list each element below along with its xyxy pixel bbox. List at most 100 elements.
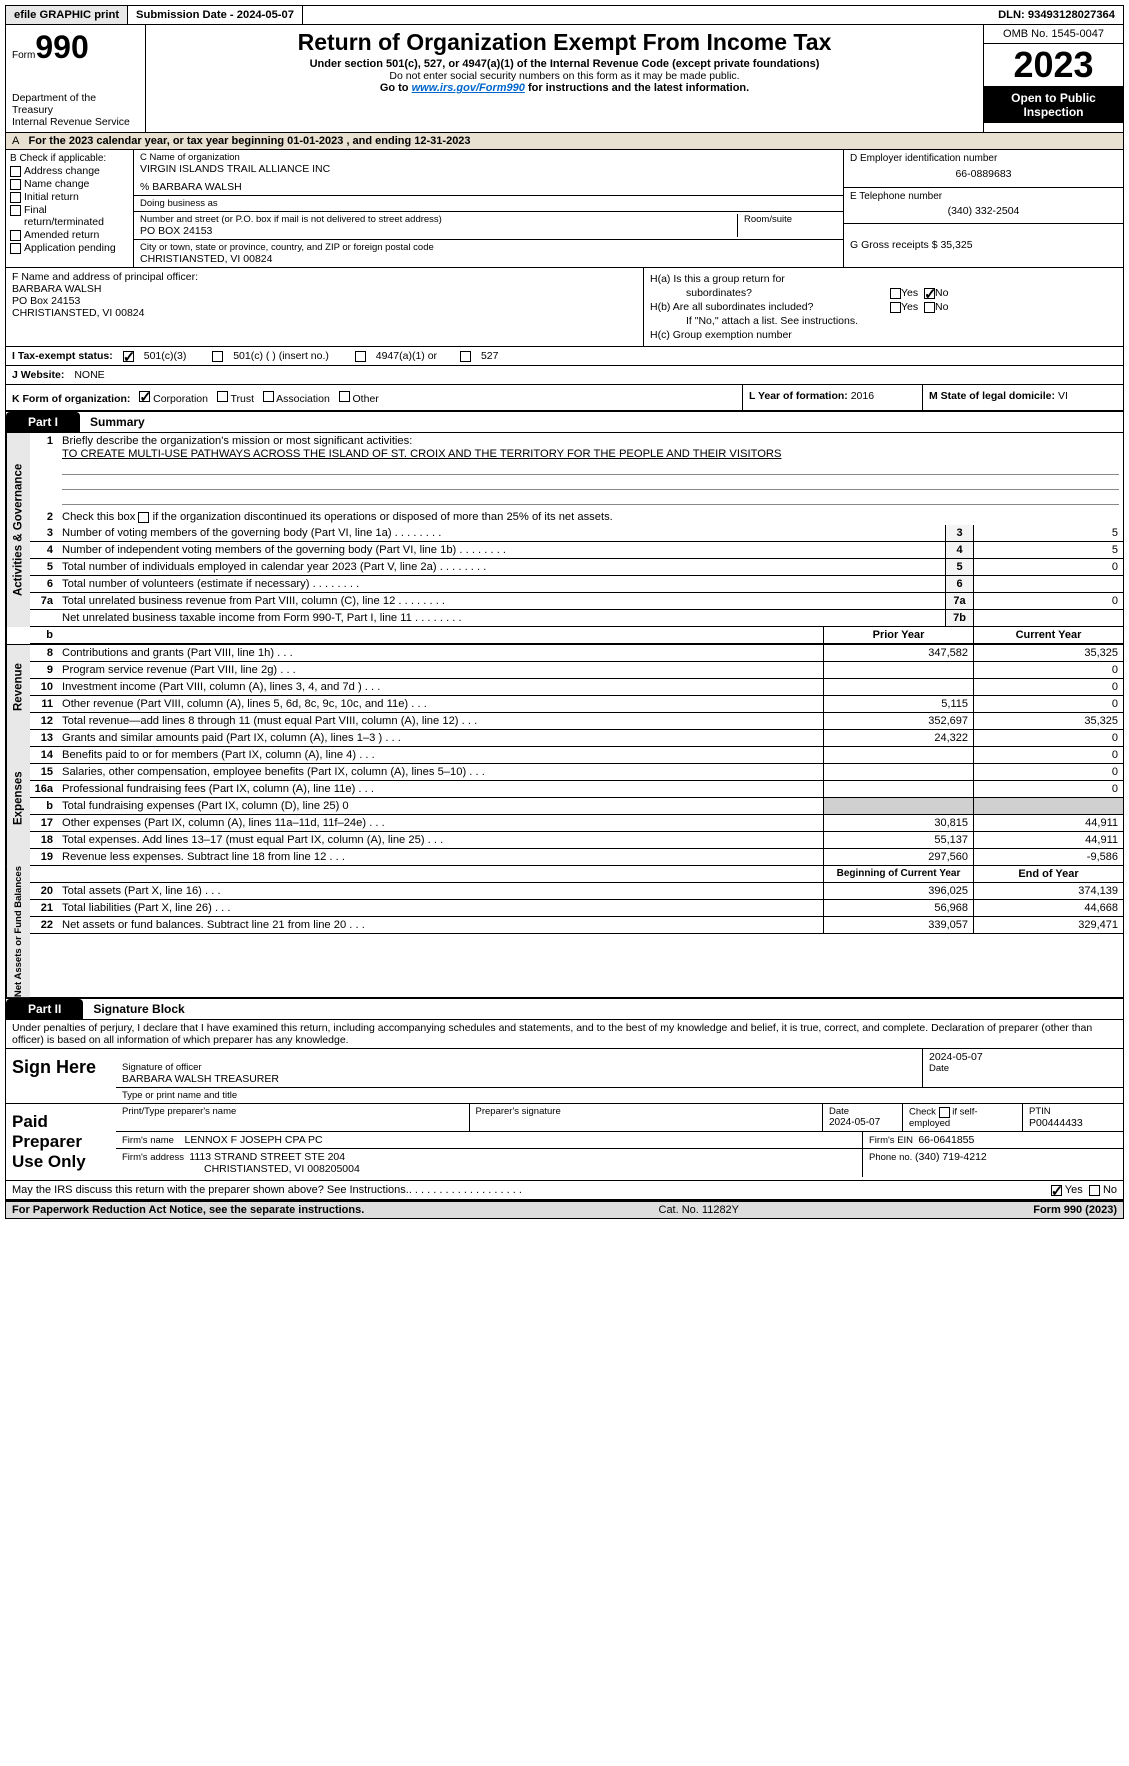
- chk-amended[interactable]: [10, 230, 21, 241]
- summary-row: 21Total liabilities (Part X, line 26)56,…: [30, 900, 1123, 917]
- part-ii-header: Part II Signature Block: [5, 999, 1124, 1020]
- col-beginning-year: Beginning of Current Year: [823, 866, 973, 882]
- chk-irs-yes[interactable]: [1051, 1185, 1062, 1196]
- chk-corp[interactable]: [139, 391, 150, 402]
- box-de: D Employer identification number 66-0889…: [843, 150, 1123, 267]
- chk-irs-no[interactable]: [1089, 1185, 1100, 1196]
- ssn-note: Do not enter social security numbers on …: [154, 70, 975, 82]
- tax-year: 2023: [984, 44, 1123, 87]
- net-assets-section: Net Assets or Fund Balances Beginning of…: [5, 866, 1124, 999]
- org-name: VIRGIN ISLANDS TRAIL ALLIANCE INC: [140, 163, 837, 175]
- ptin: P00444433: [1029, 1117, 1083, 1129]
- box-f: F Name and address of principal officer:…: [6, 268, 643, 346]
- tax-period-row: A For the 2023 calendar year, or tax yea…: [5, 133, 1124, 150]
- summary-row: 22Net assets or fund balances. Subtract …: [30, 917, 1123, 934]
- part-ii-tab: Part II: [6, 999, 83, 1019]
- revenue-section: Revenue 8Contributions and grants (Part …: [5, 645, 1124, 730]
- form-subtitle: Under section 501(c), 527, or 4947(a)(1)…: [154, 58, 975, 70]
- summary-row: 7aTotal unrelated business revenue from …: [30, 593, 1123, 610]
- chk-4947[interactable]: [355, 351, 366, 362]
- chk-ha-yes[interactable]: [890, 288, 901, 299]
- officer-signature: BARBARA WALSH TREASURER: [122, 1073, 916, 1085]
- box-h: H(a) Is this a group return for subordin…: [643, 268, 1123, 346]
- irs-discuss-row: May the IRS discuss this return with the…: [5, 1181, 1124, 1200]
- chk-final-return[interactable]: [10, 205, 21, 216]
- sign-here-label: Sign Here: [6, 1049, 116, 1103]
- chk-527[interactable]: [460, 351, 471, 362]
- chk-assoc[interactable]: [263, 391, 274, 402]
- chk-trust[interactable]: [217, 391, 228, 402]
- summary-row: 10Investment income (Part VIII, column (…: [30, 679, 1123, 696]
- py-cy-header-top: b Prior Year Current Year: [5, 627, 1124, 645]
- form-title: Return of Organization Exempt From Incom…: [154, 29, 975, 56]
- chk-hb-yes[interactable]: [890, 302, 901, 313]
- chk-discontinued[interactable]: [138, 512, 149, 523]
- side-revenue: Revenue: [6, 645, 30, 730]
- part-i-header: Part I Summary: [5, 412, 1124, 433]
- page-footer: For Paperwork Reduction Act Notice, see …: [5, 1200, 1124, 1219]
- mission-text: TO CREATE MULTI-USE PATHWAYS ACROSS THE …: [62, 448, 1119, 460]
- go-to-line: Go to www.irs.gov/Form990 for instructio…: [154, 82, 975, 94]
- firm-address: 1113 STRAND STREET STE 204: [189, 1151, 345, 1163]
- chk-501c[interactable]: [212, 351, 223, 362]
- omb-number: OMB No. 1545-0047: [984, 25, 1123, 44]
- form-word: Form: [12, 50, 35, 61]
- box-b: B Check if applicable: Address change Na…: [6, 150, 134, 267]
- efile-print-button[interactable]: efile GRAPHIC print: [6, 6, 128, 24]
- chk-name-change[interactable]: [10, 179, 21, 190]
- col-prior-year: Prior Year: [823, 627, 973, 643]
- summary-row: 3Number of voting members of the governi…: [30, 525, 1123, 542]
- side-governance: Activities & Governance: [6, 433, 30, 627]
- summary-row: 13Grants and similar amounts paid (Part …: [30, 730, 1123, 747]
- chk-ha-no[interactable]: [924, 288, 935, 299]
- top-toolbar: efile GRAPHIC print Submission Date - 20…: [5, 5, 1124, 25]
- chk-initial-return[interactable]: [10, 192, 21, 203]
- form-id-block: Form990 Department of the Treasury Inter…: [6, 25, 146, 132]
- row-j: J Website: NONE: [5, 366, 1124, 385]
- officer-name: BARBARA WALSH: [12, 283, 637, 295]
- entity-info: B Check if applicable: Address change Na…: [5, 150, 1124, 268]
- legal-domicile: VI: [1058, 390, 1068, 402]
- submission-date: Submission Date - 2024-05-07: [128, 6, 303, 24]
- chk-self-employed[interactable]: [939, 1107, 950, 1118]
- summary-row: 20Total assets (Part X, line 16)396,0253…: [30, 883, 1123, 900]
- summary-row: 6Total number of volunteers (estimate if…: [30, 576, 1123, 593]
- chk-other[interactable]: [339, 391, 350, 402]
- ein: 66-0889683: [850, 164, 1117, 184]
- summary-row: 14Benefits paid to or for members (Part …: [30, 747, 1123, 764]
- paid-preparer-block: Paid Preparer Use Only Print/Type prepar…: [5, 1104, 1124, 1181]
- omb-year-block: OMB No. 1545-0047 2023 Open to PublicIns…: [983, 25, 1123, 132]
- dept-treasury: Department of the Treasury: [12, 92, 139, 116]
- summary-row: 17Other expenses (Part IX, column (A), l…: [30, 815, 1123, 832]
- year-formation: 2016: [851, 390, 874, 402]
- chk-hb-no[interactable]: [924, 302, 935, 313]
- form-header: Form990 Department of the Treasury Inter…: [5, 25, 1124, 133]
- governance-section: Activities & Governance 1 Briefly descri…: [5, 433, 1124, 627]
- chk-address-change[interactable]: [10, 166, 21, 177]
- website: NONE: [74, 369, 104, 381]
- form-title-block: Return of Organization Exempt From Incom…: [146, 25, 983, 132]
- summary-row: 11Other revenue (Part VIII, column (A), …: [30, 696, 1123, 713]
- gross-receipts: 35,325: [940, 239, 972, 251]
- dln: DLN: 93493128027364: [990, 6, 1123, 24]
- form-label: Form 990 (2023): [1033, 1204, 1117, 1216]
- cat-no: Cat. No. 11282Y: [659, 1204, 740, 1216]
- care-of: % BARBARA WALSH: [140, 181, 837, 193]
- chk-501c3[interactable]: [123, 351, 134, 362]
- form990-link[interactable]: www.irs.gov/Form990: [412, 82, 525, 94]
- row-klm: K Form of organization: Corporation Trus…: [5, 385, 1124, 412]
- side-net-assets: Net Assets or Fund Balances: [6, 866, 30, 997]
- city-state-zip: CHRISTIANSTED, VI 00824: [140, 253, 837, 265]
- expenses-section: Expenses 13Grants and similar amounts pa…: [5, 730, 1124, 866]
- telephone: (340) 332-2504: [850, 202, 1117, 220]
- chk-app-pending[interactable]: [10, 243, 21, 254]
- part-i-tab: Part I: [6, 412, 80, 432]
- row-i: I Tax-exempt status: 501(c)(3) 501(c) ( …: [5, 347, 1124, 366]
- street-address: PO BOX 24153: [140, 225, 737, 237]
- summary-row: bTotal fundraising expenses (Part IX, co…: [30, 798, 1123, 815]
- summary-row: 5Total number of individuals employed in…: [30, 559, 1123, 576]
- summary-row: 19Revenue less expenses. Subtract line 1…: [30, 849, 1123, 866]
- col-current-year: Current Year: [973, 627, 1123, 643]
- sign-date: 2024-05-07: [929, 1051, 1117, 1063]
- open-inspection: Open to PublicInspection: [984, 87, 1123, 123]
